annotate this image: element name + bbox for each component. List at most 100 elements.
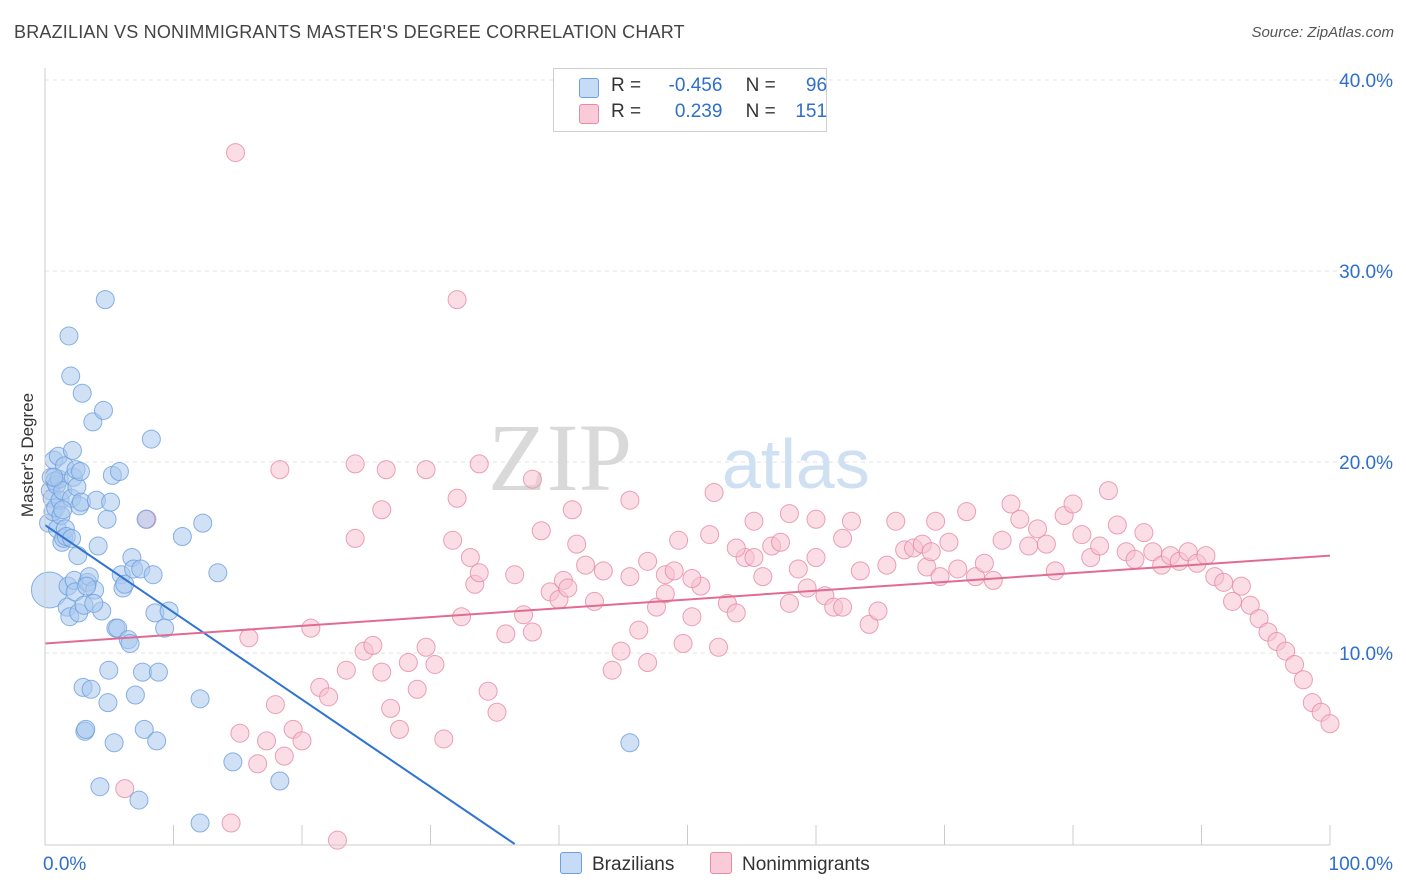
nonimmigrants-point [327,830,347,850]
nonimmigrants-point [447,488,467,508]
y-tick-label: 20.0% [1339,453,1393,474]
nonimmigrants-point [939,532,959,552]
nonimmigrants-point [700,525,720,545]
nonimmigrants-point [850,561,870,581]
brazilians-point [172,526,192,546]
brazilians-point [97,509,117,529]
nonimmigrants-point [1036,534,1056,554]
nonimmigrants-point [664,561,684,581]
brazilians-point [70,462,90,482]
nonimmigrants-point [1214,572,1234,592]
chart-title: BRAZILIAN VS NONIMMIGRANTS MASTER'S DEGR… [14,22,685,42]
legend-n-label: N = [745,75,776,96]
nonimmigrants-point [833,597,853,617]
y-axis-label: Master's Degree [18,392,37,518]
nonimmigrants-point [372,662,392,682]
nonimmigrants-point [425,654,445,674]
nonimmigrants-point [478,681,498,701]
brazilians-point [93,400,113,420]
brazilians-point [84,593,104,613]
nonimmigrants-point [788,559,808,579]
nonimmigrants-point [833,528,853,548]
brazilians-point [104,733,124,753]
nonimmigrants-point [655,584,675,604]
nonimmigrants-point [584,591,604,611]
brazilians-point [141,429,161,449]
nonimmigrants-point [372,500,392,520]
nonimmigrants-point [726,538,746,558]
nonimmigrants-point [620,490,640,510]
brazilians-point [190,813,210,833]
nonimmigrants-point [744,548,764,567]
nonimmigrants-point [301,618,321,638]
nonimmigrants-point [771,532,791,552]
brazilians-point [90,777,110,797]
brazilians-point [59,326,79,346]
nonimmigrants-point [1231,576,1251,596]
legend-swatch-nonimmigrants [710,852,732,874]
nonimmigrants-point [1240,595,1260,615]
legend-r-value: -0.456 [668,75,723,96]
nonimmigrants-point [1072,525,1092,545]
brazilians-point [99,660,119,680]
nonimmigrants-point [1249,609,1269,629]
nonimmigrants-point [669,530,689,550]
brazilians-point [190,689,210,709]
nonimmigrants-point [558,578,578,598]
nonimmigrants-point [629,620,649,640]
nonimmigrants-point [806,548,826,567]
nonimmigrants-point [841,511,861,531]
brazilians-point [61,366,81,386]
brazilians-point [147,731,167,751]
legend-item-nonimmigrants[interactable]: Nonimmigrants [710,852,870,876]
nonimmigrants-point [562,500,582,520]
y-tick-label: 40.0% [1339,71,1393,92]
nonimmigrants-point [709,637,729,657]
nonimmigrants-point [115,779,135,799]
nonimmigrants-point [522,469,542,489]
x-tick-label: 0.0% [43,854,86,875]
nonimmigrants-point [460,548,480,567]
nonimmigrants-point [704,483,724,503]
brazilians-point [76,719,96,739]
nonimmigrants-point [416,637,436,657]
nonimmigrants-point [434,729,454,749]
brazilians-point [53,500,73,520]
nonimmigrants-point [257,731,277,751]
brazilians-trend-line [44,524,516,845]
legend-label-brazilians: Brazilians [592,854,675,875]
nonimmigrants-point [292,731,312,751]
trend-lines [44,524,1331,845]
brazilians-point [88,536,108,556]
brazilians-point [125,685,145,705]
nonimmigrants-point [593,561,613,581]
brazilians-point [129,790,149,810]
nonimmigrants-point [1028,519,1048,539]
nonimmigrants-point [753,567,773,587]
nonimmigrants-point [877,555,897,575]
legend-item-brazilians[interactable]: Brazilians [560,852,674,876]
brazilians-point [148,662,168,682]
brazilians-point [143,565,163,585]
nonimmigrants-point [265,695,285,715]
legend-swatch-brazilians [560,852,582,874]
brazilians-point [132,662,152,682]
nonimmigrants-point [576,555,596,575]
y-tick-label: 30.0% [1339,262,1393,283]
nonimmigrants-point [469,563,489,583]
x-tick-labels: 0.0% 100.0% [43,854,1393,875]
legend-swatch-brazilians [579,78,599,98]
nonimmigrants-point [886,511,906,531]
nonimmigrants-point [522,622,542,642]
nonimmigrants-point [270,460,290,480]
brazilians-point [81,679,101,699]
nonimmigrants-points [115,143,1340,850]
nonimmigrants-point [221,813,241,833]
brazilians-points [30,290,640,833]
nonimmigrants-point [274,746,294,766]
nonimmigrants-point [744,511,764,531]
nonimmigrants-point [345,528,365,548]
nonimmigrants-point [602,660,622,680]
nonimmigrants-point [638,653,658,673]
